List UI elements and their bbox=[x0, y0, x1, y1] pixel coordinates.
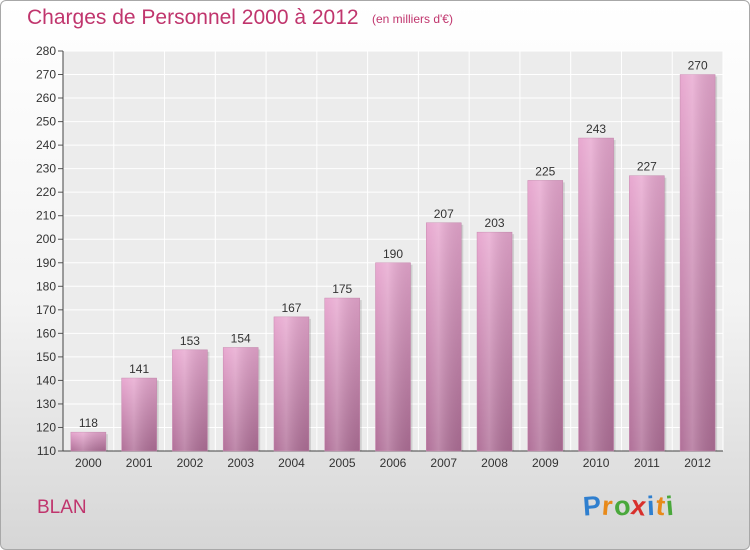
y-tick-label: 120 bbox=[36, 420, 56, 434]
x-tick-label: 2005 bbox=[329, 456, 356, 470]
y-tick-label: 190 bbox=[36, 256, 56, 270]
y-tick-label: 170 bbox=[36, 303, 56, 317]
bar-highlight bbox=[375, 262, 411, 451]
data-label: 153 bbox=[180, 334, 200, 348]
x-tick-label: 2011 bbox=[634, 456, 660, 470]
data-label: 203 bbox=[485, 216, 505, 230]
bar-highlight bbox=[324, 298, 360, 451]
bar-highlight bbox=[477, 232, 513, 451]
x-tick-label: 2007 bbox=[430, 456, 457, 470]
data-label: 227 bbox=[637, 160, 657, 174]
y-tick-label: 280 bbox=[36, 44, 56, 58]
y-tick-label: 130 bbox=[36, 397, 56, 411]
y-tick-label: 180 bbox=[36, 279, 56, 293]
y-tick-label: 140 bbox=[36, 373, 56, 387]
y-tick-label: 220 bbox=[36, 185, 56, 199]
data-label: 141 bbox=[129, 362, 149, 376]
bar-highlight bbox=[629, 175, 665, 452]
bar-highlight bbox=[578, 138, 614, 451]
bar-highlight bbox=[121, 378, 157, 451]
y-tick-label: 200 bbox=[36, 232, 56, 246]
bar-highlight bbox=[70, 432, 106, 451]
logo-letter: P bbox=[581, 490, 604, 522]
data-label: 207 bbox=[434, 207, 454, 221]
y-tick-label: 150 bbox=[36, 350, 56, 364]
x-tick-label: 2003 bbox=[227, 456, 254, 470]
bar-highlight bbox=[223, 347, 259, 451]
data-label: 243 bbox=[586, 122, 606, 136]
data-label: 175 bbox=[332, 282, 352, 296]
x-tick-label: 2006 bbox=[380, 456, 407, 470]
commune-name: BLAN bbox=[37, 497, 87, 518]
y-tick-label: 210 bbox=[36, 209, 56, 223]
x-tick-label: 2008 bbox=[481, 456, 508, 470]
data-label: 190 bbox=[383, 247, 403, 261]
x-tick-label: 2000 bbox=[75, 456, 102, 470]
proxiti-logo: Proxiti bbox=[581, 490, 676, 522]
chart-title: Charges de Personnel 2000 à 2012 bbox=[27, 6, 359, 29]
bar-highlight bbox=[680, 74, 716, 451]
x-tick-label: 2010 bbox=[583, 456, 610, 470]
chart-subtitle: (en milliers d'€) bbox=[372, 12, 453, 26]
y-tick-label: 260 bbox=[36, 91, 56, 105]
x-tick-label: 2004 bbox=[278, 456, 305, 470]
bar-highlight bbox=[426, 222, 462, 451]
y-tick-label: 110 bbox=[37, 444, 56, 458]
y-tick-label: 240 bbox=[36, 138, 56, 152]
logo-letter: i bbox=[664, 490, 676, 522]
bar-highlight bbox=[172, 349, 208, 451]
y-tick-label: 250 bbox=[36, 115, 56, 129]
y-tick-label: 160 bbox=[36, 326, 56, 340]
x-tick-label: 2002 bbox=[177, 456, 204, 470]
data-label: 270 bbox=[688, 59, 708, 73]
x-tick-label: 2001 bbox=[126, 456, 153, 470]
x-tick-label: 2012 bbox=[684, 456, 711, 470]
data-label: 118 bbox=[79, 416, 98, 430]
bar-highlight bbox=[527, 180, 563, 452]
x-tick-label: 2009 bbox=[532, 456, 559, 470]
data-label: 167 bbox=[281, 301, 301, 315]
y-tick-label: 230 bbox=[36, 162, 56, 176]
data-label: 154 bbox=[231, 331, 251, 345]
data-label: 225 bbox=[535, 164, 555, 178]
y-tick-label: 270 bbox=[36, 68, 56, 82]
bar-highlight bbox=[273, 316, 309, 451]
